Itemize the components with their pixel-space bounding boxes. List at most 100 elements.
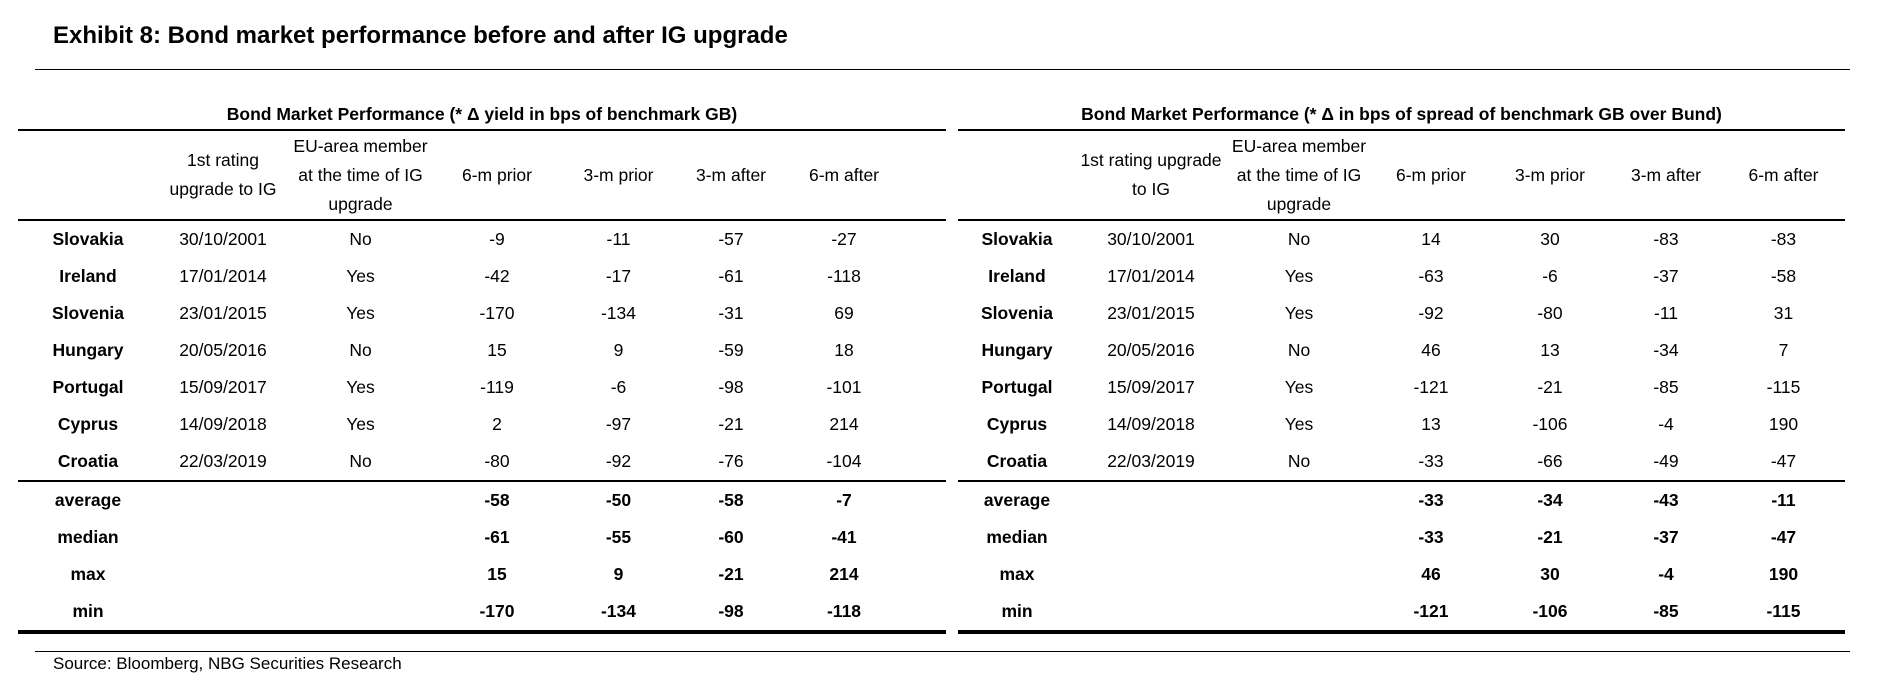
value-6m-prior: -92 — [1418, 303, 1444, 323]
summary-row: max 46 30 -4 190 — [958, 556, 1845, 593]
value-3m-after: -4 — [1658, 414, 1674, 434]
table-row: Ireland 17/01/2014 Yes -42 -17 -61 -118 — [18, 258, 946, 295]
value-3m-after: -31 — [718, 303, 744, 323]
stat-6m-prior: -121 — [1413, 601, 1449, 621]
value-6m-prior: 13 — [1421, 414, 1441, 434]
stat-3m-after: -37 — [1653, 527, 1679, 547]
summary-rows: average -58 -50 -58 -7 median -61 -55 -6… — [18, 482, 946, 634]
value-3m-prior: -11 — [606, 229, 631, 249]
stat-label: average — [54, 490, 122, 510]
stat-6m-prior: -33 — [1418, 527, 1444, 547]
stat-6m-after: -118 — [826, 601, 862, 621]
value-3m-prior: -6 — [610, 377, 627, 397]
header-eu-member: EU-area member at the time of IG upgrade — [1231, 135, 1367, 214]
stat-3m-prior: -21 — [1537, 527, 1563, 547]
table-row: Ireland 17/01/2014 Yes -63 -6 -37 -58 — [958, 258, 1845, 295]
summary-row: average -58 -50 -58 -7 — [18, 482, 946, 519]
country-name: Slovenia — [52, 303, 124, 323]
value-6m-after: 214 — [829, 414, 859, 434]
summary-row: median -33 -21 -37 -47 — [958, 519, 1845, 556]
table-header-row: 1st rating upgrade to IG EU-area member … — [958, 131, 1845, 221]
value-6m-after: 7 — [1778, 340, 1789, 360]
upgrade-date: 20/05/2016 — [1107, 340, 1195, 360]
exhibit-title: Exhibit 8: Bond market performance befor… — [53, 22, 788, 49]
table-row: Hungary 20/05/2016 No 46 13 -34 7 — [958, 332, 1845, 369]
table-row: Cyprus 14/09/2018 Yes 2 -97 -21 214 — [18, 406, 946, 443]
table-row: Croatia 22/03/2019 No -80 -92 -76 -104 — [18, 443, 946, 482]
stat-label: average — [983, 490, 1051, 510]
table-row: Hungary 20/05/2016 No 15 9 -59 18 — [18, 332, 946, 369]
value-6m-prior: 14 — [1421, 229, 1441, 249]
value-3m-prior: 13 — [1540, 340, 1560, 360]
value-3m-prior: -17 — [605, 266, 632, 286]
stat-label: min — [72, 601, 104, 621]
value-6m-prior: -9 — [489, 229, 505, 249]
table-title: Bond Market Performance (* Δ yield in bp… — [18, 100, 946, 131]
country-name: Slovakia — [52, 229, 124, 249]
country-name: Slovakia — [981, 229, 1053, 249]
source-note: Source: Bloomberg, NBG Securities Resear… — [53, 654, 402, 673]
stat-3m-prior: -50 — [605, 490, 632, 510]
upgrade-date: 17/01/2014 — [1107, 266, 1195, 286]
upgrade-date: 15/09/2017 — [179, 377, 267, 397]
country-name: Ireland — [988, 266, 1046, 286]
header-eu-member: EU-area member at the time of IG upgrade — [293, 135, 428, 214]
eu-member-value: Yes — [346, 414, 375, 434]
value-6m-prior: -121 — [1413, 377, 1449, 397]
country-name: Portugal — [981, 377, 1053, 397]
stat-6m-prior: 46 — [1421, 564, 1441, 584]
upgrade-date: 30/10/2001 — [1107, 229, 1195, 249]
stat-3m-prior: -106 — [1532, 601, 1568, 621]
stat-3m-prior: -34 — [1537, 490, 1563, 510]
value-3m-prior: -97 — [605, 414, 632, 434]
value-6m-prior: -33 — [1418, 451, 1444, 471]
header-3m-after: 3-m after — [695, 164, 767, 185]
value-6m-after: 31 — [1773, 303, 1794, 323]
value-6m-after: -58 — [1770, 266, 1797, 286]
value-3m-after: -34 — [1653, 340, 1679, 360]
stat-6m-prior: -61 — [484, 527, 510, 547]
country-name: Cyprus — [57, 414, 119, 434]
value-3m-after: -76 — [718, 451, 744, 471]
table-row: Slovakia 30/10/2001 No -9 -11 -57 -27 — [18, 221, 946, 258]
value-6m-prior: 46 — [1421, 340, 1441, 360]
country-name: Slovenia — [981, 303, 1053, 323]
value-3m-after: -83 — [1653, 229, 1679, 249]
stat-3m-after: -60 — [718, 527, 744, 547]
value-3m-prior: -6 — [1542, 266, 1558, 286]
value-6m-after: -115 — [1766, 377, 1801, 397]
stat-label: max — [999, 564, 1035, 584]
value-6m-prior: -63 — [1418, 266, 1444, 286]
country-name: Croatia — [986, 451, 1048, 471]
upgrade-date: 23/01/2015 — [1107, 303, 1195, 323]
value-6m-prior: -119 — [480, 377, 514, 397]
upgrade-date: 17/01/2014 — [179, 266, 267, 286]
eu-member-value: No — [1287, 340, 1311, 360]
upgrade-date: 20/05/2016 — [179, 340, 267, 360]
stat-6m-prior: -58 — [484, 490, 510, 510]
stat-label: median — [57, 527, 119, 547]
value-3m-after: -98 — [718, 377, 744, 397]
upgrade-date: 22/03/2019 — [1107, 451, 1195, 471]
value-3m-after: -59 — [718, 340, 744, 360]
upgrade-date: 30/10/2001 — [179, 229, 267, 249]
header-6m-after: 6-m after — [1748, 164, 1819, 185]
value-6m-after: -104 — [826, 451, 862, 471]
value-3m-prior: -21 — [1537, 377, 1563, 397]
table-row: Portugal 15/09/2017 Yes -119 -6 -98 -101 — [18, 369, 946, 406]
eu-member-value: No — [1287, 451, 1311, 471]
eu-member-value: Yes — [346, 266, 375, 286]
header-upgrade-date: 1st rating upgrade to IG — [1080, 150, 1222, 199]
eu-member-value: Yes — [346, 377, 375, 397]
stat-3m-after: -21 — [718, 564, 744, 584]
value-3m-after: -61 — [718, 266, 744, 286]
value-3m-prior: 30 — [1540, 229, 1560, 249]
table-row: Portugal 15/09/2017 Yes -121 -21 -85 -11… — [958, 369, 1845, 406]
country-name: Croatia — [57, 451, 119, 471]
eu-member-value: No — [1287, 229, 1311, 249]
stat-6m-prior: 15 — [487, 564, 507, 584]
spread-performance-table: Bond Market Performance (* Δ in bps of s… — [958, 100, 1845, 634]
country-rows: Slovakia 30/10/2001 No 14 30 -83 -83 Ire… — [958, 221, 1845, 482]
stat-label: max — [70, 564, 106, 584]
summary-row: median -61 -55 -60 -41 — [18, 519, 946, 556]
